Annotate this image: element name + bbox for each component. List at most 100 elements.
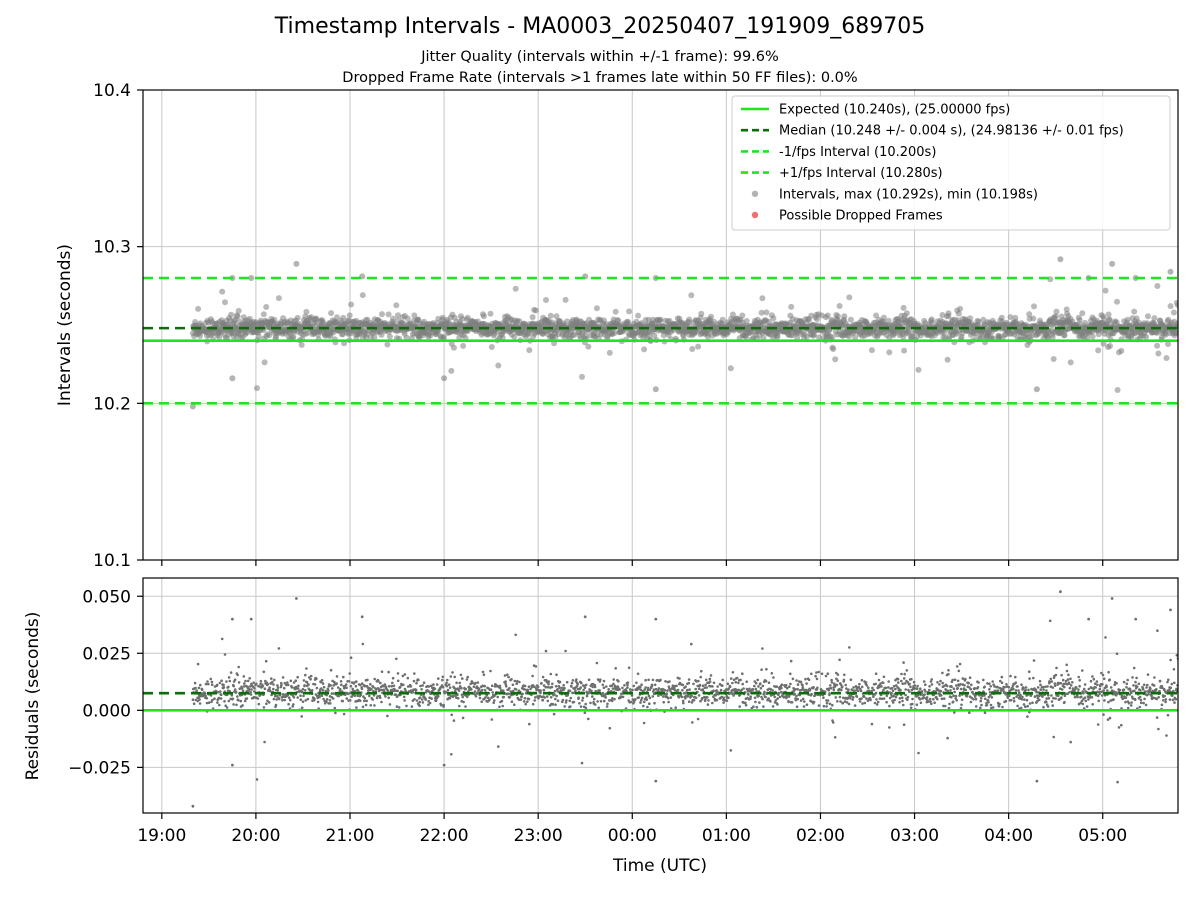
residual-point xyxy=(337,694,341,698)
residual-point xyxy=(500,699,504,703)
interval-point xyxy=(403,334,410,341)
residual-point xyxy=(218,681,222,685)
residual-point xyxy=(418,704,421,708)
residual-point xyxy=(273,694,277,698)
residual-point xyxy=(759,682,762,685)
interval-point xyxy=(1145,313,1151,320)
residual-point xyxy=(402,683,405,687)
residual-point xyxy=(1052,735,1055,739)
residual-point xyxy=(987,700,990,704)
residual-point xyxy=(1024,705,1027,708)
residual-point xyxy=(654,687,658,691)
residual-point xyxy=(753,696,757,700)
residual-point xyxy=(888,696,892,700)
residual-point xyxy=(503,674,507,677)
residual-point xyxy=(805,703,809,706)
residual-points xyxy=(191,590,1178,808)
interval-point xyxy=(606,349,613,356)
residual-point xyxy=(787,700,790,704)
residual-point xyxy=(678,681,682,685)
residual-point xyxy=(207,701,211,704)
residual-point xyxy=(417,678,420,682)
residual-point xyxy=(542,688,546,692)
residual-point xyxy=(466,695,469,699)
residual-point xyxy=(808,689,812,692)
residual-point xyxy=(997,705,1001,708)
interval-point xyxy=(228,311,235,318)
legend-label-2: -1/fps Interval (10.200s) xyxy=(779,145,936,160)
residual-point xyxy=(597,706,600,710)
residual-point xyxy=(498,684,502,688)
residual-point xyxy=(220,679,223,682)
residual-point xyxy=(789,672,792,676)
residual-point xyxy=(842,696,845,700)
residual-point xyxy=(950,685,953,688)
interval-point xyxy=(758,309,765,316)
residual-point xyxy=(412,679,416,683)
residual-point xyxy=(448,686,452,689)
residual-point xyxy=(199,683,202,687)
residual-point xyxy=(790,701,794,704)
residual-point xyxy=(804,677,807,681)
residual-point xyxy=(851,688,854,692)
residual-point xyxy=(890,686,894,690)
residual-point xyxy=(595,661,599,665)
residual-point xyxy=(906,695,910,699)
residual-point xyxy=(531,674,534,678)
residual-point xyxy=(1057,694,1060,698)
residual-point xyxy=(635,681,638,685)
residual-point xyxy=(268,686,271,689)
interval-point xyxy=(900,304,907,311)
interval-point xyxy=(263,304,270,310)
residual-point xyxy=(578,702,581,705)
residual-point xyxy=(272,687,275,691)
residual-point xyxy=(447,683,451,686)
residual-point xyxy=(799,699,803,702)
residual-point xyxy=(940,697,944,701)
residual-point xyxy=(979,706,982,710)
residual-point xyxy=(302,694,305,698)
residual-point xyxy=(794,688,797,691)
residual-point xyxy=(690,642,693,646)
interval-point xyxy=(1118,347,1125,354)
residual-point xyxy=(340,683,343,687)
residual-point xyxy=(263,740,266,744)
residual-point xyxy=(397,706,401,709)
interval-point xyxy=(814,316,820,323)
residual-point xyxy=(851,696,855,699)
residual-point xyxy=(1014,681,1018,684)
residual-point xyxy=(611,697,614,700)
residual-point xyxy=(646,686,650,690)
residual-point xyxy=(761,684,765,688)
residual-point xyxy=(198,698,201,701)
residual-point xyxy=(1014,689,1018,692)
residual-point xyxy=(354,684,358,688)
residual-point xyxy=(887,686,890,689)
residual-point xyxy=(507,675,510,679)
residual-point xyxy=(875,698,878,701)
interval-point xyxy=(868,347,875,354)
residual-point xyxy=(664,680,667,683)
residual-point xyxy=(581,699,584,702)
residual-point xyxy=(737,681,740,685)
residual-point xyxy=(262,706,266,709)
residual-point xyxy=(677,696,681,699)
residual-point xyxy=(1060,673,1063,677)
residual-point xyxy=(744,701,747,705)
residual-point xyxy=(334,711,337,715)
residual-point xyxy=(1023,698,1026,701)
residual-point xyxy=(355,680,358,683)
residual-point xyxy=(888,704,891,708)
interval-point xyxy=(255,333,262,340)
residual-point xyxy=(376,695,379,698)
residual-point xyxy=(442,703,446,707)
residual-point xyxy=(356,694,359,697)
residual-point xyxy=(527,697,531,701)
residual-point xyxy=(307,683,310,686)
residual-point xyxy=(429,684,433,688)
residual-point xyxy=(642,700,646,704)
residual-point xyxy=(232,703,235,706)
residual-point xyxy=(632,684,636,688)
residual-point xyxy=(1000,681,1004,684)
residual-point xyxy=(237,698,240,702)
